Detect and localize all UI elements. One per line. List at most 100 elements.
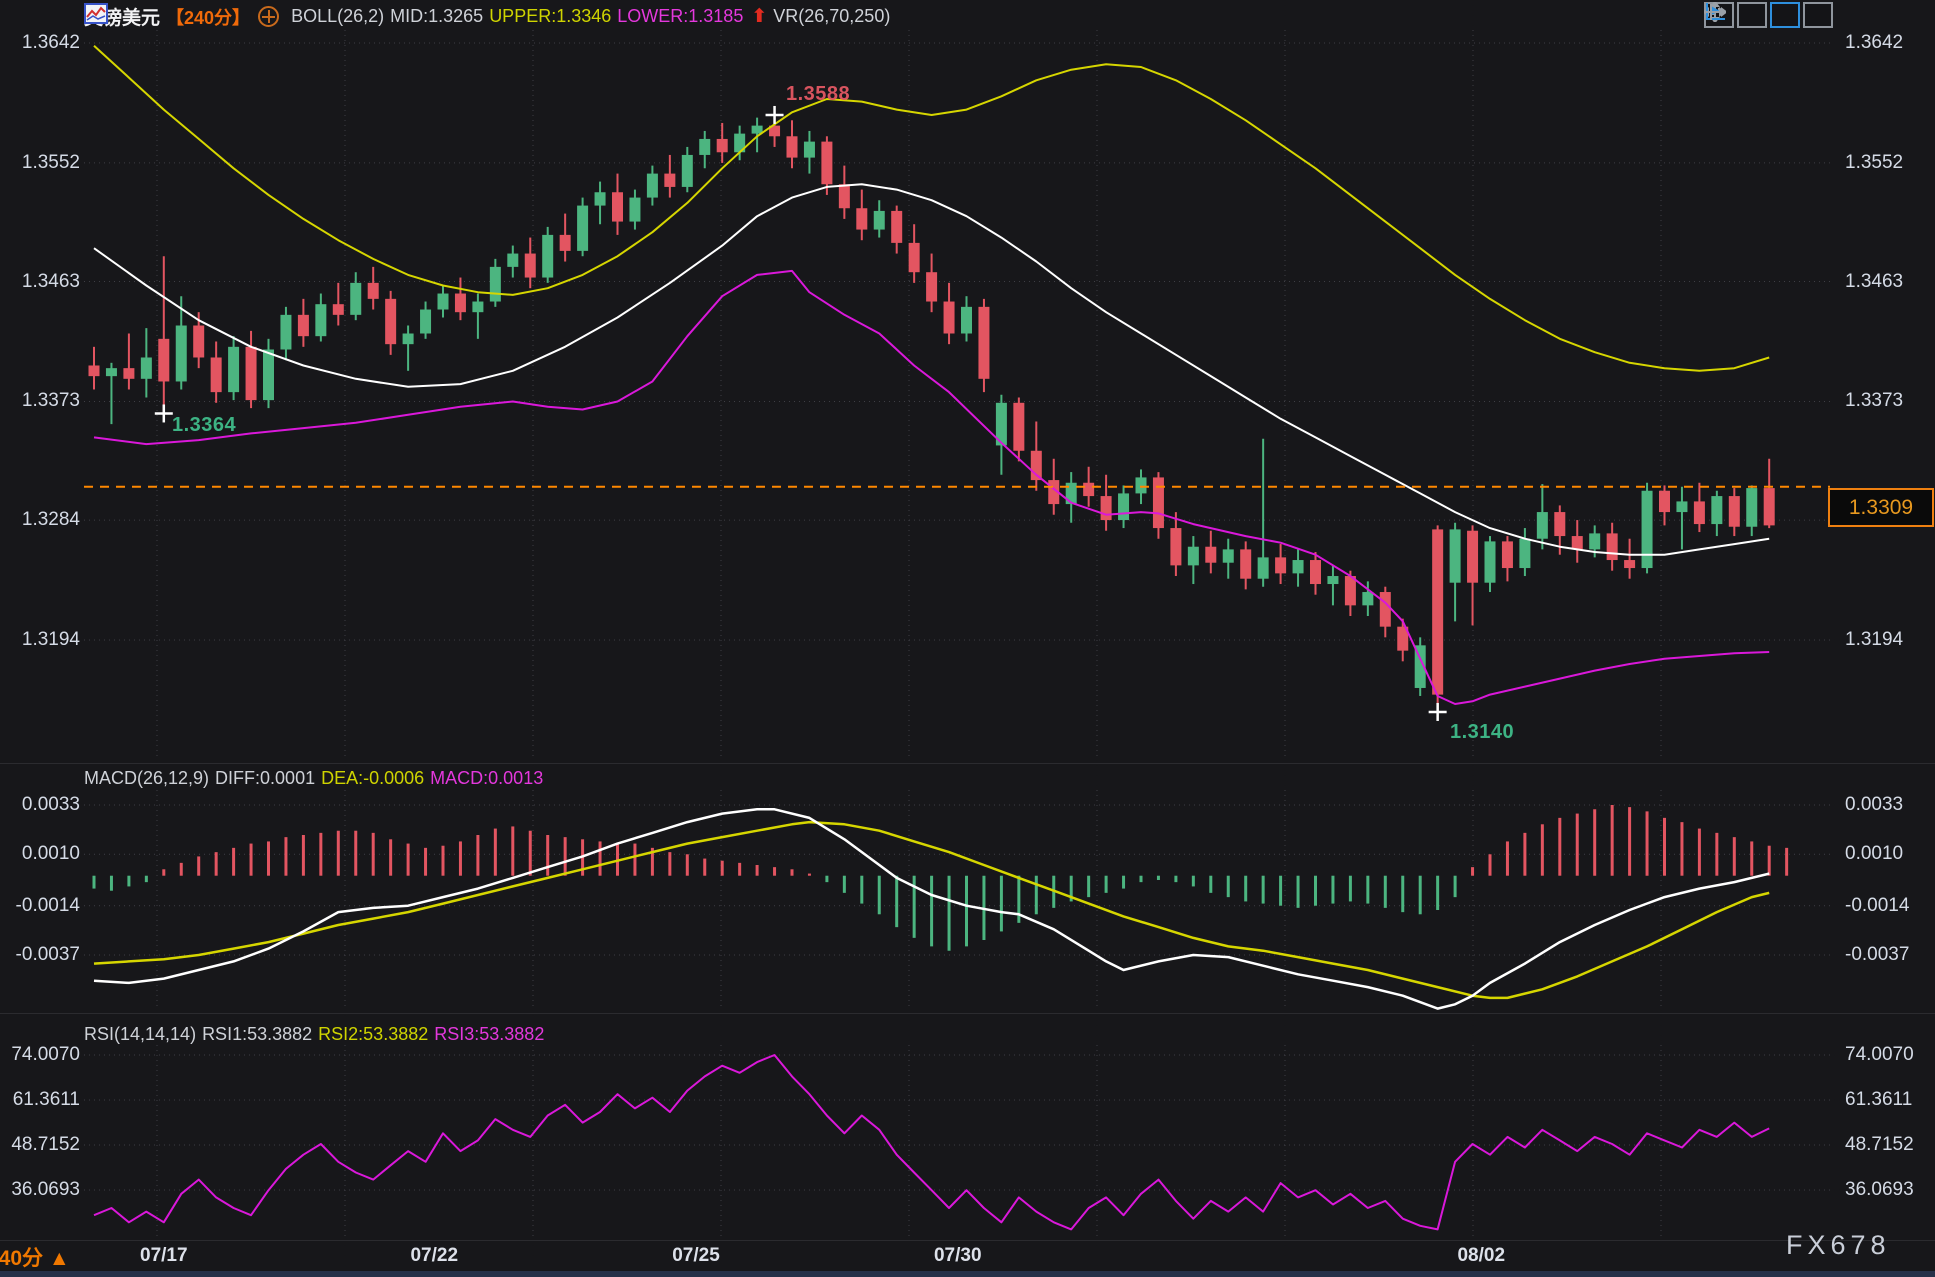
boll-lower-value: LOWER:1.3185 [617,6,744,26]
candle-body [315,304,327,337]
rsi1-value: RSI1:53.3882 [202,1024,313,1044]
date-label: 07/17 [140,1245,188,1266]
rsi-tick-label: 48.7152 [11,1134,80,1155]
candle-body [1344,576,1356,606]
date-label: 07/25 [672,1245,720,1266]
macd-tick-label: -0.0014 [1845,894,1910,916]
candle-body [577,205,589,251]
last-price-tag[interactable]: 1.3309 [1828,488,1934,527]
candle-body [350,282,362,315]
price-tick-label: 1.3284 [21,509,80,531]
panel-separator [0,1013,1935,1014]
candle-body [367,282,379,299]
candle-body [245,346,257,401]
price-tick-label: 1.3194 [21,629,80,650]
candle-body [1746,488,1758,527]
macd-label[interactable]: MACD(26,12,9) [84,768,210,788]
candle-body [1292,560,1304,574]
candle-body [1693,501,1705,525]
candle-body [1467,530,1479,583]
candle-body [1205,546,1217,563]
candle-body [646,173,658,198]
candle-body [123,368,135,379]
candle-body [402,333,414,345]
main-header: 英镑美元 【240分】 BOLL(26,2) MID:1.3265 UPPER:… [84,3,896,30]
candle-body [140,357,152,379]
vr-label[interactable]: VR(26,70,250) [773,6,891,26]
candle-body [1554,512,1566,537]
candle-body [1170,528,1182,566]
indicator-line [93,820,1770,1000]
candle-body [803,141,815,158]
candle-body [263,349,274,401]
panel-separator [0,1240,1935,1241]
price-tick-label: 1.3373 [21,390,80,412]
rsi-axis-left: 74.0070 61.3611 48.7152 36.0693 [11,0,80,1277]
candle-body [105,368,117,377]
price-tick-label: 1.3552 [1845,151,1904,173]
candle-body [193,325,205,358]
candle-body [1257,557,1269,579]
add-indicator-icon[interactable] [258,6,280,27]
candle-body [280,314,292,350]
right-scale-icon[interactable] [1706,2,1833,28]
chart-style-icon[interactable] [1706,2,1800,28]
candle-body [1606,533,1618,561]
candle-body [891,210,903,243]
candle-body [1118,493,1130,521]
axis-zoom-icon[interactable] [1706,2,1767,28]
candle-body [1728,496,1740,527]
candle-body [385,298,397,345]
candle-body [681,154,693,187]
candle-body [524,253,536,278]
period-label[interactable]: 【240分】 [166,7,251,28]
period-footer[interactable]: 240分 ▲ [0,1247,70,1270]
candle-body [995,402,1007,446]
macd-header: MACD(26,12,9) DIFF:0.0001 DEA:-0.0006 MA… [84,768,549,789]
candle-body [1432,529,1444,695]
candle-body [1275,557,1287,574]
indicator-line [93,1054,1770,1231]
price-tick-label: 1.3373 [1845,390,1904,412]
rsi-tick-label: 36.0693 [1845,1179,1914,1200]
annotation-early-low: 1.3364 [172,414,237,436]
macd-tick-label: 0.0010 [1845,843,1904,865]
candle-body [1310,560,1321,585]
candle-body [1362,592,1374,606]
date-label: 07/22 [410,1245,459,1266]
candle-body [1379,592,1391,627]
candle-body [454,293,466,313]
macd-axis-left: 0.0033 0.0010 -0.0014 -0.0037 [14,0,80,1277]
candle-body [1414,645,1426,688]
candle-body [716,138,728,153]
boll-label[interactable]: BOLL(26,2) [291,6,385,26]
macd-macd-value: MACD:0.0013 [430,768,544,788]
candle-body [420,309,432,334]
candle-body [332,304,344,315]
candle-body [1519,538,1531,569]
candle-body [629,197,641,222]
candle-body [1536,512,1548,539]
candle-body [88,365,100,377]
macd-axis-right: 0.0033 0.0010 -0.0014 -0.0037 [1845,0,1933,1277]
candle-body [699,138,711,155]
candle-body [908,242,920,273]
price-tick-label: 1.3642 [21,32,80,53]
candle-body [1327,576,1339,585]
rsi-tick-label: 74.0070 [1845,1044,1914,1065]
candle-body [1624,560,1636,569]
bottom-scroll-strip[interactable] [0,1271,1935,1277]
candle-body [1065,482,1077,505]
boll-mid-value: MID:1.3265 [390,6,484,26]
rsi-tick-label: 61.3611 [12,1089,80,1110]
macd-tick-label: -0.0037 [15,944,80,965]
macd-tick-label: 0.0010 [21,843,80,865]
candle-body [961,306,972,334]
rsi-label[interactable]: RSI(14,14,14) [84,1024,197,1044]
candle-body [1449,529,1461,583]
rsi2-value: RSI2:53.3882 [318,1024,429,1044]
candle-body [1048,480,1060,505]
candle-body [664,173,676,187]
candle-body [926,272,938,302]
